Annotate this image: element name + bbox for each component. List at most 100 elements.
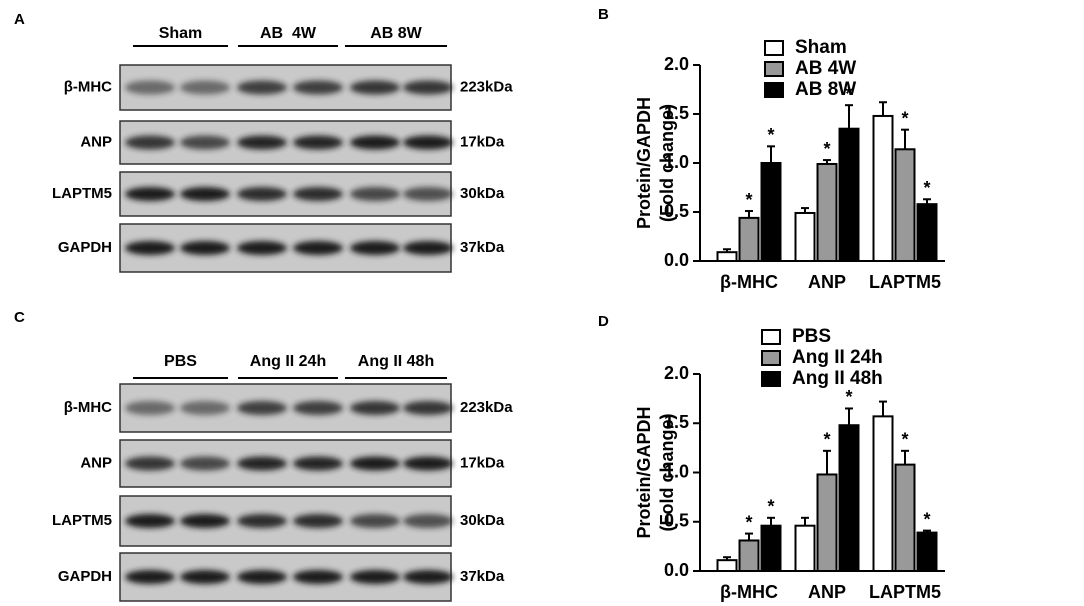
y-tick-label: 1.0 xyxy=(664,461,689,481)
bar xyxy=(894,148,916,262)
significance-star: * xyxy=(745,512,752,532)
y-tick-label: 1.0 xyxy=(664,152,689,172)
size-label: 223kDa xyxy=(460,399,513,416)
blot-band xyxy=(403,135,453,150)
legend-swatch xyxy=(764,61,784,77)
bar xyxy=(816,162,838,262)
bar xyxy=(916,531,938,573)
blot-band xyxy=(180,514,230,528)
x-tick-label: LAPTM5 xyxy=(869,272,941,292)
blot-band xyxy=(237,570,287,584)
bar xyxy=(794,524,816,573)
y-axis-label: Protein/GAPDH xyxy=(634,406,654,538)
group-label: Ang II 24h xyxy=(250,353,326,370)
blot-band xyxy=(403,456,453,471)
legend-swatch xyxy=(764,40,784,56)
blot-band xyxy=(125,401,175,415)
significance-star: * xyxy=(823,139,830,159)
y-tick-label: 0.0 xyxy=(664,250,689,270)
y-axis-label: (Fold change) xyxy=(657,104,677,222)
blot-band xyxy=(350,135,400,150)
size-label: 30kDa xyxy=(460,512,505,529)
blot-band xyxy=(180,401,230,415)
group-label: Ang II 48h xyxy=(358,353,434,370)
blot-band xyxy=(125,187,175,201)
blot-band xyxy=(293,570,343,584)
legend-swatch xyxy=(761,371,781,387)
group-label: Sham xyxy=(159,25,203,42)
bar xyxy=(872,114,894,262)
row-label: β-MHC xyxy=(64,78,112,95)
legend-label: Ang II 48h xyxy=(792,368,883,389)
row-label: LAPTM5 xyxy=(52,512,112,529)
blot-band xyxy=(350,514,400,528)
size-label: 30kDa xyxy=(460,185,505,202)
x-tick-label: LAPTM5 xyxy=(869,582,941,602)
significance-star: * xyxy=(845,387,852,407)
blot-band xyxy=(350,80,400,95)
y-axis-label: Protein/GAPDH xyxy=(634,97,654,229)
significance-star: * xyxy=(901,430,908,450)
significance-star: * xyxy=(745,190,752,210)
bar xyxy=(838,127,860,262)
significance-star: * xyxy=(923,509,930,529)
x-tick-label: ANP xyxy=(808,582,846,602)
blot-band xyxy=(125,80,175,95)
x-tick-label: β-MHC xyxy=(720,272,778,292)
blot-band xyxy=(237,514,287,528)
size-label: 37kDa xyxy=(460,568,505,585)
bar xyxy=(760,524,782,573)
blot-band xyxy=(293,514,343,528)
blot-band xyxy=(237,80,287,95)
bar xyxy=(838,424,860,572)
x-tick-label: ANP xyxy=(808,272,846,292)
bar xyxy=(872,415,894,573)
row-label: LAPTM5 xyxy=(52,185,112,202)
size-label: 223kDa xyxy=(460,78,513,95)
significance-star: * xyxy=(901,108,908,128)
size-label: 17kDa xyxy=(460,454,505,471)
blot-band xyxy=(293,80,343,95)
blot-band xyxy=(237,401,287,415)
row-label: ANP xyxy=(80,454,112,471)
y-tick-label: 2.0 xyxy=(664,54,689,74)
blot-band xyxy=(350,187,400,201)
group-label: PBS xyxy=(164,353,197,370)
legend-swatch xyxy=(764,82,784,98)
blot-band xyxy=(293,241,343,255)
legend-label: AB 8W xyxy=(795,79,856,100)
blot-band xyxy=(125,570,175,584)
blot-band xyxy=(237,241,287,255)
blot-band xyxy=(125,135,175,150)
blot-band xyxy=(180,80,230,95)
blot-band xyxy=(403,80,453,95)
blot-band xyxy=(293,456,343,471)
row-label: GAPDH xyxy=(58,568,112,585)
blot-band xyxy=(350,456,400,471)
row-label: GAPDH xyxy=(58,239,112,256)
blot-band xyxy=(180,570,230,584)
panel-letter: D xyxy=(598,313,609,330)
bar xyxy=(738,216,760,263)
bar xyxy=(760,162,782,262)
blot-band xyxy=(403,514,453,528)
size-label: 17kDa xyxy=(460,133,505,150)
blot-band xyxy=(403,241,453,255)
panel-letter: A xyxy=(14,11,25,28)
blot-band xyxy=(403,187,453,201)
y-axis-label: (Fold change) xyxy=(657,414,677,532)
y-tick-label: 0.5 xyxy=(664,201,689,221)
blot-band xyxy=(125,514,175,528)
blot-band xyxy=(350,570,400,584)
legend-label: Sham xyxy=(795,37,847,58)
blot-band xyxy=(180,135,230,150)
blot-band xyxy=(403,401,453,415)
bar xyxy=(894,463,916,572)
legend-label: Ang II 24h xyxy=(792,347,883,368)
y-tick-label: 0.5 xyxy=(664,511,689,531)
significance-star: * xyxy=(845,84,852,104)
legend-label: AB 4W xyxy=(795,58,856,79)
blot-band xyxy=(180,241,230,255)
